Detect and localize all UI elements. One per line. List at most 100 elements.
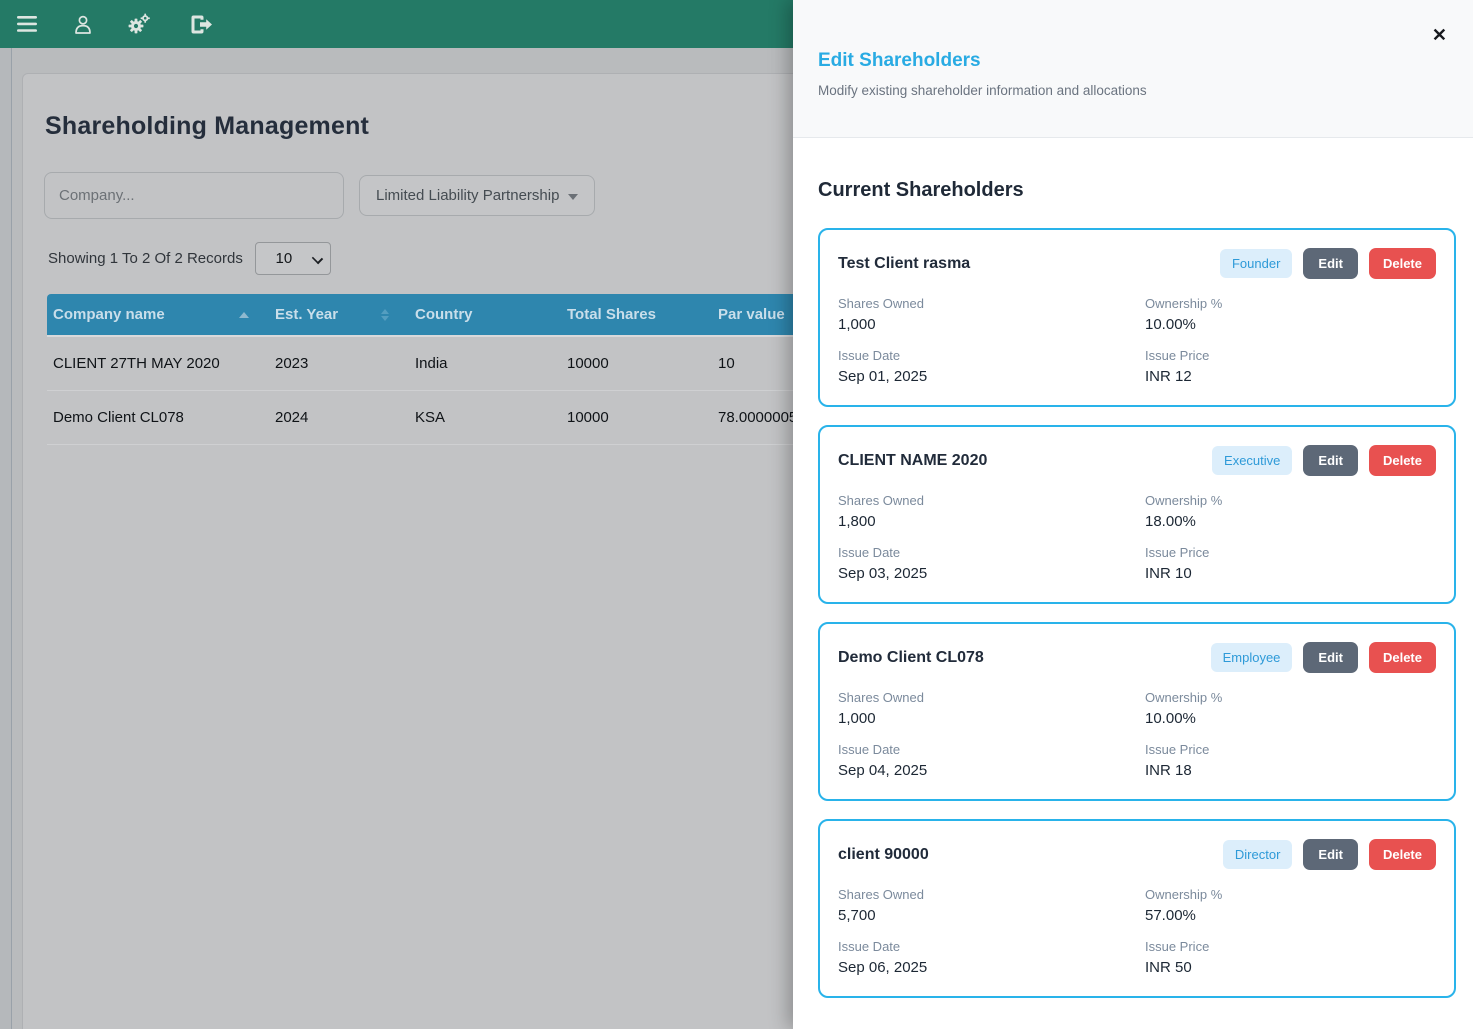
field-value: Sep 01, 2025 [838, 368, 928, 385]
field-value: 1,000 [838, 710, 876, 727]
field-value: INR 50 [1145, 959, 1192, 976]
field-label: Issue Date [838, 348, 901, 363]
shareholder-name: client 90000 [838, 845, 929, 863]
ownership-field: Ownership % 57.00% [1145, 887, 1436, 924]
cell-company-name: Demo Client CL078 [47, 390, 269, 445]
issue-date-field: Issue Date Sep 06, 2025 [838, 939, 1145, 976]
panel-subtitle: Modify existing shareholder information … [818, 83, 1147, 98]
settings-gears-icon[interactable] [122, 7, 156, 41]
panel-header: Edit Shareholders Modify existing shareh… [793, 0, 1473, 138]
field-value: INR 10 [1145, 565, 1192, 582]
cell-total-shares: 10000 [561, 335, 712, 391]
entity-type-dropdown[interactable]: Limited Liability Partnership [359, 175, 596, 216]
delete-button[interactable]: Delete [1368, 642, 1436, 673]
field-value: INR 18 [1145, 762, 1192, 779]
issue-date-field: Issue Date Sep 01, 2025 [838, 348, 1145, 385]
edit-button[interactable]: Edit [1303, 445, 1358, 476]
close-icon[interactable]: ✕ [1431, 25, 1447, 45]
field-value: 10.00% [1145, 710, 1196, 727]
delete-button[interactable]: Delete [1368, 248, 1436, 279]
field-value: 57.00% [1145, 907, 1196, 924]
shareholder-card: Test Client rasma Founder Edit Delete Sh… [818, 228, 1456, 407]
field-value: 10.00% [1145, 316, 1196, 333]
offcanvas-backdrop[interactable] [0, 0, 793, 1029]
shares-owned-field: Shares Owned 1,000 [838, 296, 1145, 333]
menu-icon[interactable] [10, 7, 44, 41]
sort-both-icon [381, 308, 389, 321]
shareholder-card: client 90000 Director Edit Delete Shares… [818, 819, 1456, 998]
field-value: 1,800 [838, 513, 876, 530]
field-label: Issue Price [1145, 742, 1210, 757]
panel-body: Current Shareholders Test Client rasma F… [793, 138, 1473, 998]
field-label: Ownership % [1145, 296, 1223, 311]
shareholder-card: CLIENT NAME 2020 Executive Edit Delete S… [818, 425, 1456, 604]
ownership-field: Ownership % 10.00% [1145, 296, 1436, 333]
issue-price-field: Issue Price INR 18 [1145, 742, 1436, 779]
cell-company-name: CLIENT 27TH MAY 2020 [47, 335, 269, 391]
issue-price-field: Issue Price INR 50 [1145, 939, 1436, 976]
issue-price-field: Issue Price INR 10 [1145, 545, 1436, 582]
column-header-total-shares[interactable]: Total Shares [561, 294, 712, 336]
field-value: Sep 06, 2025 [838, 959, 928, 976]
role-badge: Founder [1219, 249, 1293, 278]
issue-price-field: Issue Price INR 12 [1145, 348, 1436, 385]
column-header-est-year[interactable]: Est. Year [269, 294, 409, 336]
sort-ascending-icon [239, 311, 249, 318]
cell-total-shares: 10000 [561, 390, 712, 445]
chevron-down-icon [568, 193, 579, 200]
delete-button[interactable]: Delete [1368, 445, 1436, 476]
shareholder-name: Demo Client CL078 [838, 648, 984, 666]
role-badge: Employee [1210, 643, 1293, 672]
filter-bar: Limited Liability Partnership [44, 172, 1438, 219]
entity-type-label: Limited Liability Partnership [376, 187, 560, 204]
field-label: Shares Owned [838, 493, 924, 508]
ownership-field: Ownership % 18.00% [1145, 493, 1436, 530]
field-label: Issue Price [1145, 545, 1210, 560]
column-header-company-name[interactable]: Company name [47, 294, 269, 336]
shareholder-name: CLIENT NAME 2020 [838, 451, 988, 469]
field-label: Issue Date [838, 939, 901, 954]
shares-owned-field: Shares Owned 5,700 [838, 887, 1145, 924]
role-badge: Executive [1212, 446, 1293, 475]
field-label: Shares Owned [838, 690, 924, 705]
sign-out-icon[interactable] [184, 7, 218, 41]
cell-est-year: 2023 [269, 335, 409, 391]
field-label: Ownership % [1145, 493, 1223, 508]
delete-button[interactable]: Delete [1368, 839, 1436, 870]
company-search-input[interactable] [44, 172, 344, 219]
edit-shareholders-panel: Edit Shareholders Modify existing shareh… [793, 0, 1473, 1029]
field-label: Shares Owned [838, 887, 924, 902]
ownership-field: Ownership % 10.00% [1145, 690, 1436, 727]
edit-button[interactable]: Edit [1303, 642, 1358, 673]
field-label: Ownership % [1145, 887, 1223, 902]
field-value: 1,000 [838, 316, 876, 333]
field-label: Issue Price [1145, 348, 1210, 363]
field-value: 18.00% [1145, 513, 1196, 530]
records-summary: Showing 1 To 2 Of 2 Records [48, 250, 243, 267]
shareholder-name: Test Client rasma [838, 254, 971, 272]
issue-date-field: Issue Date Sep 03, 2025 [838, 545, 1145, 582]
records-summary-row: Showing 1 To 2 Of 2 Records 10 [48, 242, 1438, 275]
shareholder-card: Demo Client CL078 Employee Edit Delete S… [818, 622, 1456, 801]
cell-country: India [409, 335, 561, 391]
field-value: 5,700 [838, 907, 876, 924]
page-title: Shareholding Management [45, 112, 370, 140]
issue-date-field: Issue Date Sep 04, 2025 [838, 742, 1145, 779]
field-value: Sep 04, 2025 [838, 762, 928, 779]
field-label: Issue Price [1145, 939, 1210, 954]
user-icon[interactable] [66, 7, 100, 41]
field-label: Ownership % [1145, 690, 1223, 705]
shares-owned-field: Shares Owned 1,800 [838, 493, 1145, 530]
field-label: Issue Date [838, 742, 901, 757]
field-label: Issue Date [838, 545, 901, 560]
cell-est-year: 2024 [269, 390, 409, 445]
page-size-select[interactable]: 10 [254, 242, 331, 275]
role-badge: Director [1222, 840, 1293, 869]
field-value: Sep 03, 2025 [838, 565, 928, 582]
field-value: INR 12 [1145, 368, 1192, 385]
column-header-country[interactable]: Country [409, 294, 561, 336]
edit-button[interactable]: Edit [1303, 248, 1358, 279]
edit-button[interactable]: Edit [1303, 839, 1358, 870]
field-label: Shares Owned [838, 296, 924, 311]
panel-title: Edit Shareholders [818, 50, 981, 71]
